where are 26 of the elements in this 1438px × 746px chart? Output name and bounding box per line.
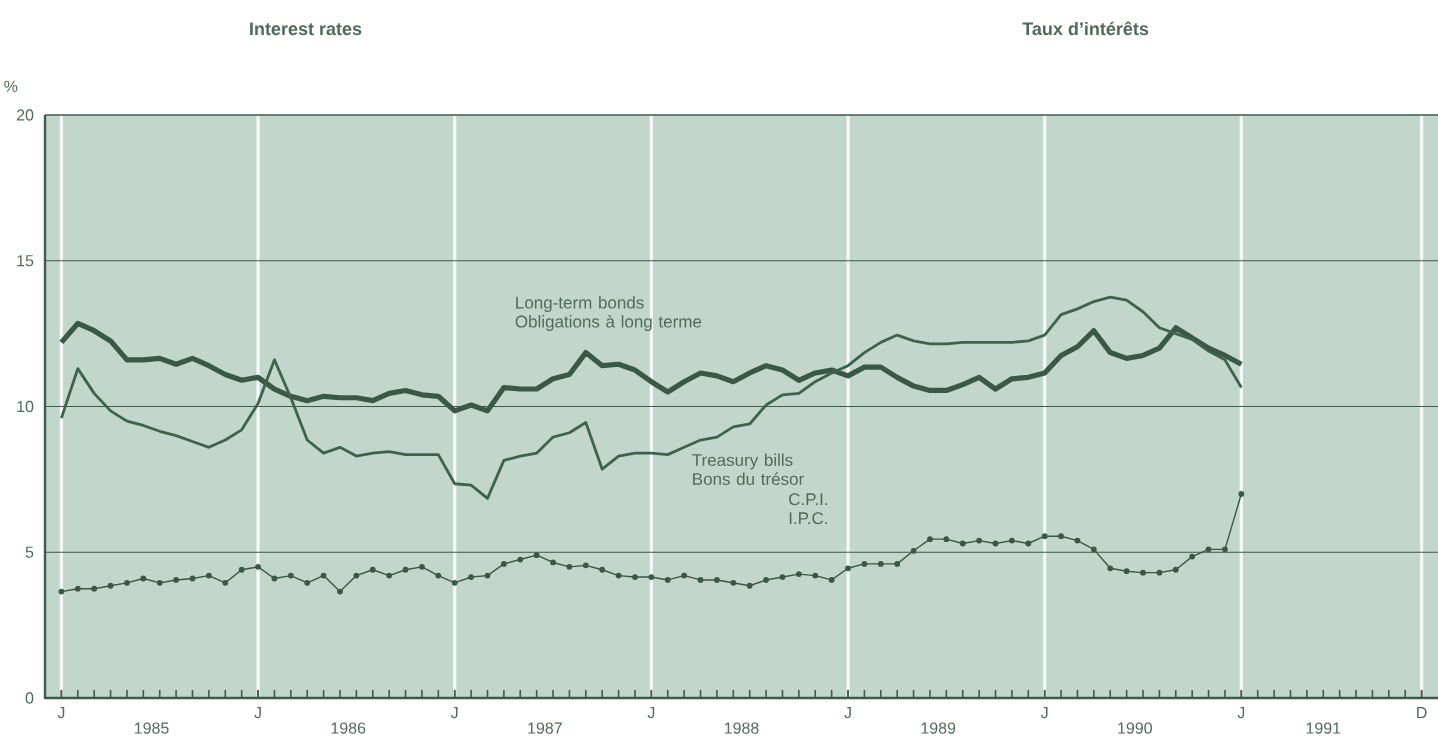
x-tick-label: D [1417,707,1427,719]
text: 1986 [331,722,366,734]
chart-subtitle: Taux d’intérêts [1022,21,1149,36]
text: C.P.I. I.P.C. [789,493,827,525]
y-tick-label: 20 [16,109,34,121]
x-tick-label: J [1237,707,1245,719]
text: 1987 [528,722,562,734]
series-label: Treasury bills Bons du trésor [692,453,804,486]
y-tick-label: 5 [25,546,34,558]
x-tick-label: J [450,707,458,719]
y-tick-label: 15 [17,255,34,267]
text: 1988 [724,722,759,734]
text: 1990 [1118,722,1152,734]
x-tick-label: J [57,707,65,719]
text: Long-term bonds Obligations à long terme [515,296,702,331]
x-tick-label: J [647,707,655,719]
y-axis-title: % [4,80,18,92]
x-tick-label: J [1040,707,1048,719]
text: 1991 [1306,722,1341,734]
chart-title: Interest rates [250,22,362,36]
x-tick-label: J [844,707,851,719]
x-tick-label: J [254,707,261,719]
text: 1989 [921,722,956,734]
y-tick-label: 10 [17,400,34,413]
y-tick-label: 0 [25,692,34,704]
text: 1985 [134,722,169,734]
